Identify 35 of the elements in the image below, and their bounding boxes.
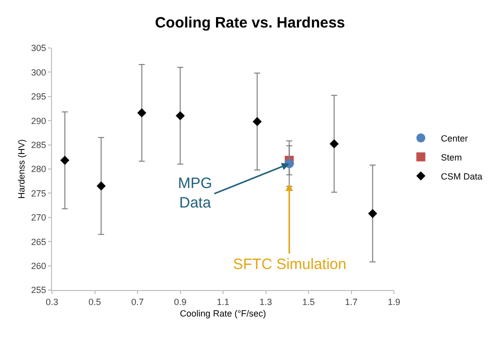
y-tick-label: 285 [31, 140, 46, 150]
legend-label: Center [440, 133, 468, 144]
annotation: MPG Data [178, 175, 212, 212]
legend-label: CSM Data [440, 171, 482, 182]
x-axis-title: Cooling Rate (°F/sec) [180, 308, 266, 319]
y-axis-title: Hardenss (HV) [16, 139, 27, 199]
y-tick-label: 280 [31, 164, 46, 174]
x-tick-label: 0.7 [131, 296, 144, 307]
y-tick-label: 270 [31, 212, 46, 223]
x-tick-label: 0.9 [174, 296, 187, 307]
point [96, 181, 106, 190]
y-tick-label: 265 [31, 236, 46, 247]
y-tick-label: 275 [31, 188, 46, 198]
chart-title: Cooling Rate vs. Hardness [154, 14, 346, 32]
x-tick-label: 1.1 [216, 296, 230, 307]
y-tick-label: 295 [31, 92, 46, 102]
point [176, 111, 185, 120]
x-tick-label: 1.5 [302, 296, 315, 307]
y-tick-label: 300 [31, 67, 46, 78]
point [137, 108, 146, 118]
x-tick-label: 1.9 [388, 296, 400, 307]
legend-label: Stem [440, 152, 462, 162]
point [252, 117, 262, 126]
annotation: SFTC Simulation [233, 256, 346, 273]
y-tick-label: 255 [31, 285, 46, 296]
x-tick-label: 1.3 [259, 296, 272, 307]
point [330, 139, 339, 148]
x-tick-label: 1.7 [344, 296, 358, 307]
x-tick-label: 0.3 [46, 296, 58, 307]
y-tick-label: 290 [31, 116, 46, 126]
point [60, 156, 70, 165]
x-tick-label: 0.5 [88, 296, 102, 307]
point [368, 208, 378, 218]
y-tick-label: 260 [31, 260, 46, 271]
y-tick-label: 305 [31, 43, 46, 54]
